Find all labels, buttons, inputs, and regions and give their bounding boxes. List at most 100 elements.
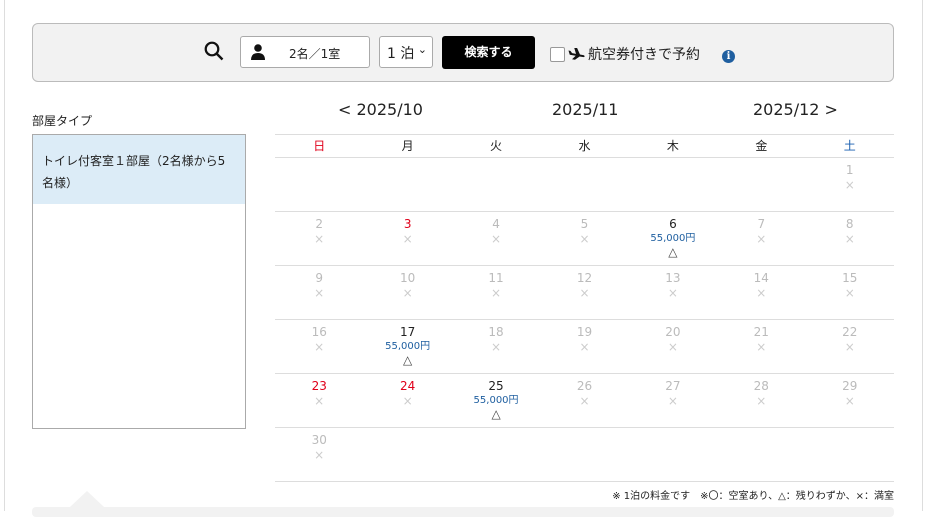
availability-mark: △ [668, 245, 678, 259]
day-number: 30 [311, 433, 327, 447]
availability-mark: × [402, 394, 413, 408]
empty-cell [452, 158, 540, 211]
legend-note: ※ 1泊の料金です ※〇：空室あり、△：残りわずか、×：満室 [612, 491, 894, 502]
week-row: 2 × 3 × 4 × 5 × 6 55,000円 △ 7 × 8 × [275, 211, 894, 265]
day-number: 22 [842, 325, 858, 339]
availability-mark: × [579, 340, 590, 354]
day-cell: 20 × [629, 320, 717, 373]
weekday-label: 火 [490, 139, 503, 153]
air-ticket-label: 航空券付きで予約 [588, 47, 700, 63]
day-number: 18 [488, 325, 504, 339]
day-number: 10 [399, 271, 416, 285]
availability-mark: × [579, 394, 590, 408]
room-type-list: トイレ付客室１部屋（2名様から5名様） [32, 134, 246, 429]
day-number: 25 [488, 379, 504, 393]
detail-panel [32, 507, 894, 517]
availability-mark: △ [491, 407, 501, 421]
day-cell: 7 × [717, 212, 805, 265]
room-type-item[interactable]: トイレ付客室１部屋（2名様から5名様） [33, 135, 245, 204]
day-cell[interactable]: 17 55,000円 △ [363, 320, 451, 373]
day-number: 13 [665, 271, 681, 285]
panel-pointer [70, 491, 104, 507]
day-number: 12 [576, 271, 593, 285]
empty-cell [806, 428, 894, 481]
day-price: 55,000円 [473, 395, 519, 406]
airplane-icon [568, 48, 585, 60]
availability-mark: × [314, 448, 325, 462]
day-number: 19 [576, 325, 593, 339]
day-cell: 15 × [806, 266, 894, 319]
day-number: 4 [492, 217, 500, 231]
info-icon[interactable]: i [722, 50, 735, 63]
air-ticket-option[interactable]: 航空券付きで予約 [550, 44, 700, 64]
day-cell: 14 × [717, 266, 805, 319]
week-row: 23 × 24 × 25 55,000円 △ 26 × 27 × 28 × 29 × [275, 373, 894, 427]
day-number: 1 [845, 163, 854, 177]
current-month: 2025/11 [552, 100, 619, 119]
day-number: 29 [842, 379, 858, 393]
day-cell: 5 × [540, 212, 628, 265]
day-number: 15 [842, 271, 858, 285]
calendar-grid: 日月火水木金土 1 × 2 × 3 × 4 × 5 × 6 55,000円 △ 7 × 8 × 9 × 10 × 11 × 12… [275, 134, 894, 482]
air-ticket-checkbox[interactable] [550, 46, 565, 62]
day-cell: 10 × [363, 266, 451, 319]
day-cell: 4 × [452, 212, 540, 265]
availability-mark: × [402, 286, 413, 300]
week-row: 9 × 10 × 11 × 12 × 13 × 14 × 15 × [275, 265, 894, 319]
availability-mark: × [314, 340, 325, 354]
availability-mark: × [756, 340, 767, 354]
day-number: 23 [311, 379, 327, 393]
day-number: 16 [311, 325, 327, 339]
room-type-label: 部屋タイプ [32, 114, 93, 128]
day-number: 7 [757, 217, 766, 231]
page-frame [4, 0, 923, 511]
day-number: 3 [403, 217, 412, 231]
availability-mark: × [314, 286, 325, 300]
day-number: 6 [669, 217, 677, 231]
prev-month-link[interactable]: < 2025/10 [338, 100, 423, 119]
empty-cell [717, 428, 805, 481]
availability-mark: × [844, 232, 855, 246]
day-cell: 26 × [540, 374, 628, 427]
availability-mark: × [314, 394, 325, 408]
empty-cell [540, 428, 628, 481]
week-row: 16 × 17 55,000円 △ 18 × 19 × 20 × 21 × 22 × [275, 319, 894, 373]
search-icon[interactable] [204, 41, 224, 61]
nights-select[interactable]: 1 泊 ⌄ [379, 36, 433, 68]
day-cell: 12 × [540, 266, 628, 319]
weekday-label: 木 [666, 139, 679, 153]
week-row: 1 × [275, 157, 894, 211]
availability-mark: × [314, 232, 325, 246]
next-month-link[interactable]: 2025/12 > [753, 100, 838, 119]
day-number: 24 [399, 379, 416, 393]
availability-mark: × [844, 286, 855, 300]
search-button[interactable]: 検索する [442, 36, 535, 69]
empty-cell [363, 158, 451, 211]
availability-mark: × [491, 286, 502, 300]
day-number: 9 [315, 271, 324, 285]
availability-mark: × [667, 394, 678, 408]
day-cell: 23 × [275, 374, 363, 427]
availability-mark: × [402, 232, 413, 246]
availability-mark: × [667, 340, 678, 354]
empty-cell [717, 158, 805, 211]
day-cell: 29 × [806, 374, 894, 427]
availability-mark: △ [403, 353, 413, 367]
day-number: 5 [580, 217, 589, 231]
day-cell[interactable]: 25 55,000円 △ [452, 374, 540, 427]
empty-cell [452, 428, 540, 481]
empty-cell [540, 158, 628, 211]
empty-cell [363, 428, 451, 481]
availability-mark: × [579, 286, 590, 300]
weekday-label: 水 [578, 139, 591, 153]
weekday-label: 金 [755, 139, 768, 153]
week-row: 30 × [275, 427, 894, 482]
day-cell: 2 × [275, 212, 363, 265]
empty-cell [275, 158, 363, 211]
day-cell[interactable]: 6 55,000円 △ [629, 212, 717, 265]
day-cell: 19 × [540, 320, 628, 373]
day-cell: 21 × [717, 320, 805, 373]
day-number: 27 [665, 379, 681, 393]
guests-rooms-field[interactable]: 2名／1室 [240, 36, 370, 68]
day-number: 21 [753, 325, 769, 339]
